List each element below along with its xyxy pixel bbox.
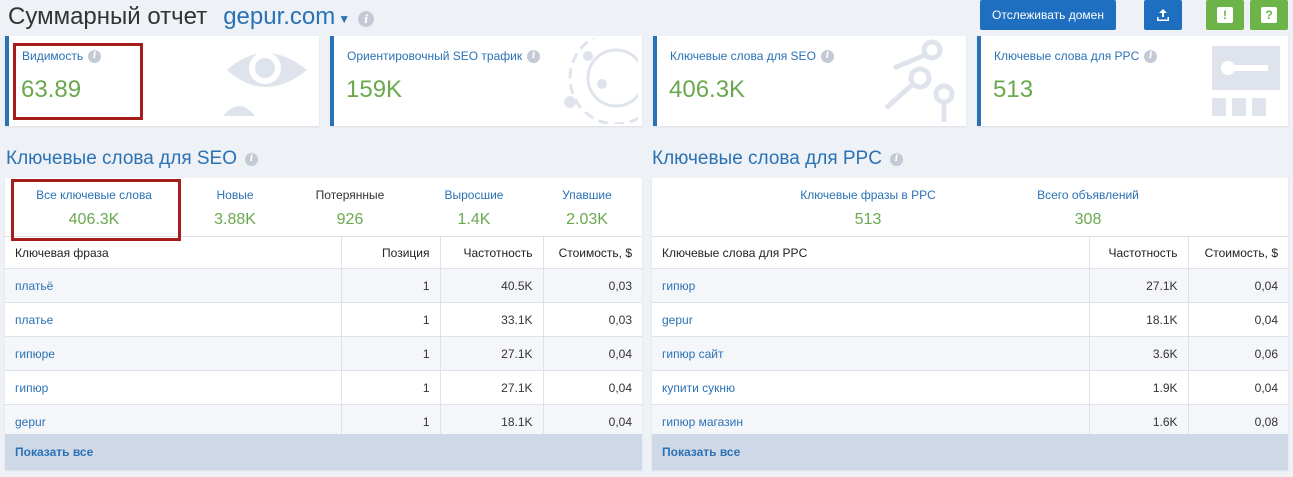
table-row: gepur 1 18.1K 0,04 [5,404,642,439]
keyword-link[interactable]: платье [5,302,342,337]
info-icon[interactable]: i [1144,49,1158,63]
card-label: Ключевые слова для PPC [994,49,1140,63]
column-header[interactable]: Стоимость, $ [543,236,642,269]
table-row: гипюр 1 27.1K 0,04 [5,370,642,405]
keyword-link[interactable]: купити сукню [652,370,1090,405]
highlight-frame [13,43,143,120]
table-header-row: Ключевая фраза Позиция Частотность Стоим… [5,236,642,269]
column-header[interactable]: Частотность [1089,236,1189,269]
keyword-link[interactable]: гипюре [5,336,342,371]
show-all-link[interactable]: Показать все [5,434,642,470]
column-header[interactable]: Ключевая фраза [5,236,342,269]
table-row: гипюр 27.1K 0,04 [652,268,1288,303]
table-row: гипюре 1 27.1K 0,04 [5,336,642,371]
column-header[interactable]: Позиция [341,236,441,269]
page-title: Суммарный отчет [8,3,208,30]
column-header[interactable]: Частотность [440,236,544,269]
feedback-button[interactable]: ! [1206,0,1244,30]
table-row: gepur 18.1K 0,04 [652,302,1288,337]
keyword-link[interactable]: гипюр сайт [652,336,1090,371]
table-row: платьё 1 40.5K 0,03 [5,268,642,303]
chevron-down-icon[interactable]: ▼ [338,12,351,26]
column-header[interactable]: Ключевые слова для PPC [652,236,1090,269]
info-icon[interactable]: i [889,152,903,166]
eye-icon [223,52,307,116]
stat-improved[interactable]: Выросшие 1.4K [444,188,504,228]
card-label: Видимость [22,49,84,63]
keyword-link[interactable]: gepur [652,302,1090,337]
info-icon[interactable]: i [527,49,541,63]
info-icon[interactable]: i [88,49,102,63]
orbit-icon [564,38,638,124]
table-row: купити сукню 1.9K 0,04 [652,370,1288,405]
ppc-section-title: Ключевые слова для PPC i [652,148,903,170]
ppc-keywords-table: Ключевые слова для PPC Частотность Стоим… [652,236,1288,439]
key-card-icon [1212,46,1280,116]
card-value: 513 [993,76,1034,103]
keyword-link[interactable]: гипюр магазин [652,404,1090,439]
export-button[interactable] [1144,0,1182,30]
seo-section-title: Ключевые слова для SEO i [6,148,259,170]
upload-icon [1157,9,1169,21]
domain-selector[interactable]: gepur.com [223,3,336,30]
keyword-link[interactable]: платьё [5,268,342,303]
keyword-link[interactable]: гипюр [5,370,342,405]
stat-total-ads[interactable]: Всего объявлений 308 [1037,188,1139,228]
keys-icon [884,39,955,122]
help-button[interactable]: ? [1250,0,1288,30]
card-seo-traffic: Ориентировочный SEO трафик i 159K [330,36,642,126]
table-header-row: Ключевые слова для PPC Частотность Стоим… [652,236,1288,269]
stat-declined[interactable]: Упавшие 2.03K [562,188,612,228]
table-row: платье 1 33.1K 0,03 [5,302,642,337]
card-seo-keywords: Ключевые слова для SEO i 406.3K [653,36,966,126]
table-row: гипюр сайт 3.6K 0,06 [652,336,1288,371]
seo-keywords-table: Ключевая фраза Позиция Частотность Стоим… [5,236,642,439]
question-icon: ? [1261,7,1277,23]
card-value: 159K [346,76,403,103]
card-ppc-keywords: Ключевые слова для PPC i 513 [977,36,1288,126]
stat-new[interactable]: Новые 3.88K [214,188,256,228]
highlight-frame [11,179,181,241]
table-row: гипюр магазин 1.6K 0,08 [652,404,1288,439]
stat-all-keywords[interactable]: Все ключевые слова 406.3K [36,188,152,228]
stat-lost[interactable]: Потерянные 926 [315,188,385,228]
alert-icon: ! [1217,7,1233,23]
info-icon[interactable]: i [820,49,834,63]
card-visibility: Видимость i 63.89 [5,36,319,126]
info-icon[interactable]: i [358,11,375,27]
show-all-link[interactable]: Показать все [652,434,1288,470]
card-value: 63.89 [21,76,82,103]
seo-keywords-panel: Все ключевые слова 406.3K Новые 3.88K По… [5,178,642,470]
keyword-link[interactable]: гипюр [652,268,1090,303]
info-icon[interactable]: i [245,152,259,166]
column-header[interactable]: Стоимость, $ [1188,236,1288,269]
card-label: Ориентировочный SEO трафик [347,49,523,63]
card-label: Ключевые слова для SEO [670,49,816,63]
track-domain-button[interactable]: Отслеживать домен [980,0,1116,30]
ppc-keywords-panel: Ключевые фразы в PPC 513 Всего объявлени… [652,178,1288,470]
stat-ppc-phrases[interactable]: Ключевые фразы в PPC 513 [800,188,936,228]
keyword-link[interactable]: gepur [5,404,342,439]
card-value: 406.3K [669,76,746,103]
report-header: Суммарный отчет gepur.com ▼ i [8,0,375,34]
